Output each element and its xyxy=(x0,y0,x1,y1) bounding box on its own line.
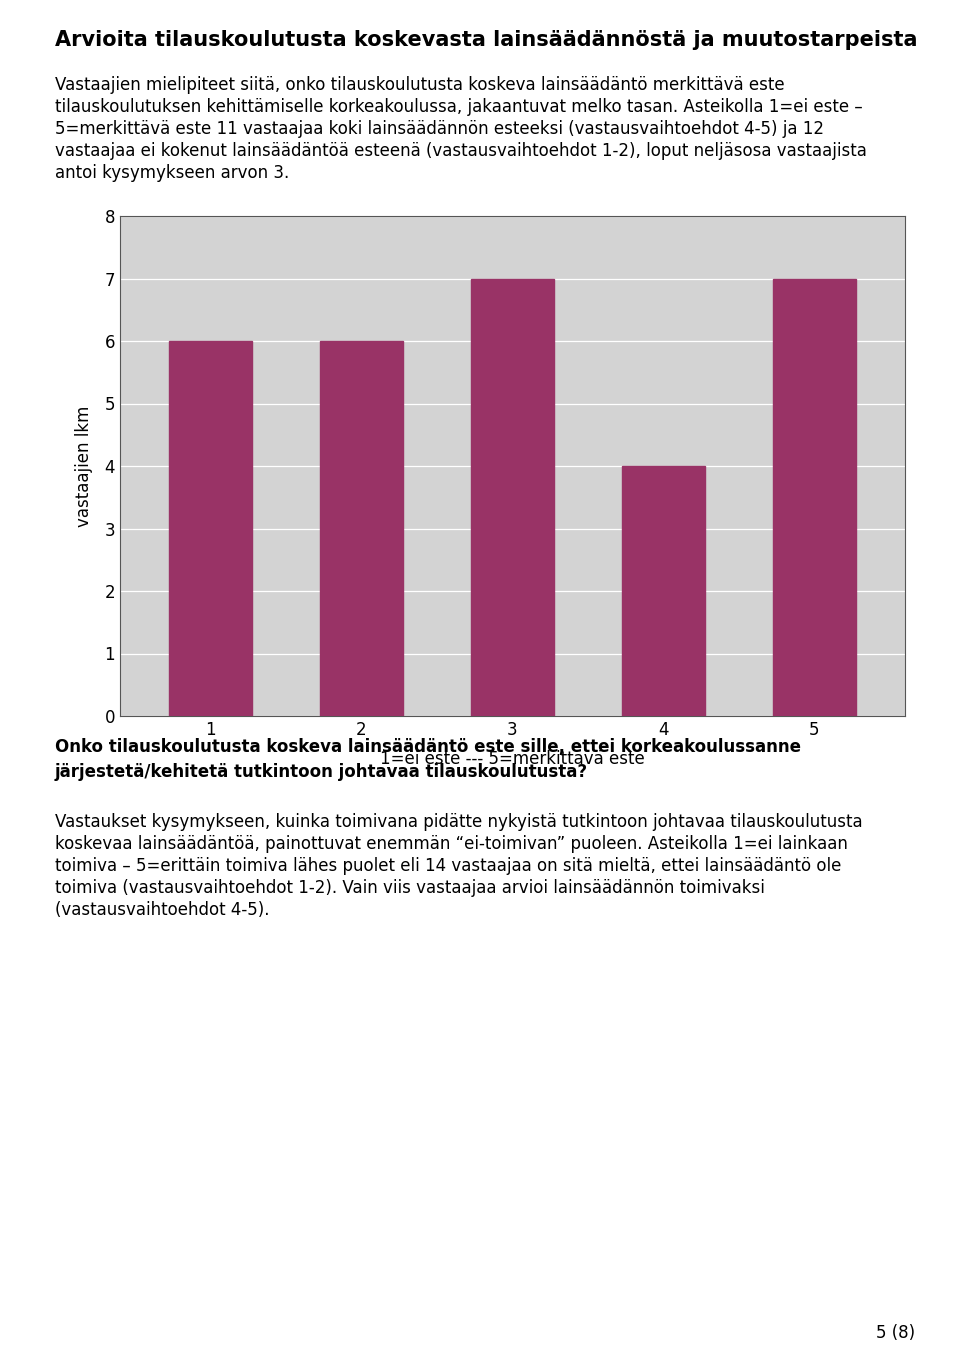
Text: koskevaa lainsäädäntöä, painottuvat enemmän “ei-toimivan” puoleen. Asteikolla 1=: koskevaa lainsäädäntöä, painottuvat enem… xyxy=(55,835,848,853)
Text: toimiva (vastausvaihtoehdot 1-2). Vain viis vastaajaa arvioi lainsäädännön toimi: toimiva (vastausvaihtoehdot 1-2). Vain v… xyxy=(55,879,765,897)
Text: antoi kysymykseen arvon 3.: antoi kysymykseen arvon 3. xyxy=(55,164,289,182)
Text: (vastausvaihtoehdot 4-5).: (vastausvaihtoehdot 4-5). xyxy=(55,901,270,919)
Y-axis label: vastaajien lkm: vastaajien lkm xyxy=(76,405,93,526)
Bar xyxy=(320,340,403,716)
Text: 5=merkittävä este 11 vastaajaa koki lainsäädännön esteeksi (vastausvaihtoehdot 4: 5=merkittävä este 11 vastaajaa koki lain… xyxy=(55,120,824,138)
Text: Onko tilauskoulutusta koskeva lainsäädäntö este sille, ettei korkeakoulussanne: Onko tilauskoulutusta koskeva lainsäädän… xyxy=(55,738,801,756)
Text: 5 (8): 5 (8) xyxy=(876,1325,915,1342)
Text: Arvioita tilauskoulutusta koskevasta lainsäädännöstä ja muutostarpeista: Arvioita tilauskoulutusta koskevasta lai… xyxy=(55,30,918,51)
Text: tilauskoulutuksen kehittämiselle korkeakoulussa, jakaantuvat melko tasan. Asteik: tilauskoulutuksen kehittämiselle korkeak… xyxy=(55,98,863,116)
Text: Vastaajien mielipiteet siitä, onko tilauskoulutusta koskeva lainsäädäntö merkitt: Vastaajien mielipiteet siitä, onko tilau… xyxy=(55,77,784,94)
Text: järjestetä/kehitetä tutkintoon johtavaa tilauskoulutusta?: järjestetä/kehitetä tutkintoon johtavaa … xyxy=(55,763,588,782)
Text: Vastaukset kysymykseen, kuinka toimivana pidätte nykyistä tutkintoon johtavaa ti: Vastaukset kysymykseen, kuinka toimivana… xyxy=(55,813,863,831)
X-axis label: 1=ei este --- 5=merkittävä este: 1=ei este --- 5=merkittävä este xyxy=(380,750,645,768)
Text: vastaajaa ei kokenut lainsäädäntöä esteenä (vastausvaihtoehdot 1-2), loput neljä: vastaajaa ei kokenut lainsäädäntöä estee… xyxy=(55,142,867,160)
Bar xyxy=(471,279,554,716)
Bar xyxy=(169,340,252,716)
Text: toimiva – 5=erittäin toimiva lähes puolet eli 14 vastaajaa on sitä mieltä, ettei: toimiva – 5=erittäin toimiva lähes puole… xyxy=(55,857,841,875)
Bar xyxy=(622,466,705,716)
Bar xyxy=(773,279,856,716)
